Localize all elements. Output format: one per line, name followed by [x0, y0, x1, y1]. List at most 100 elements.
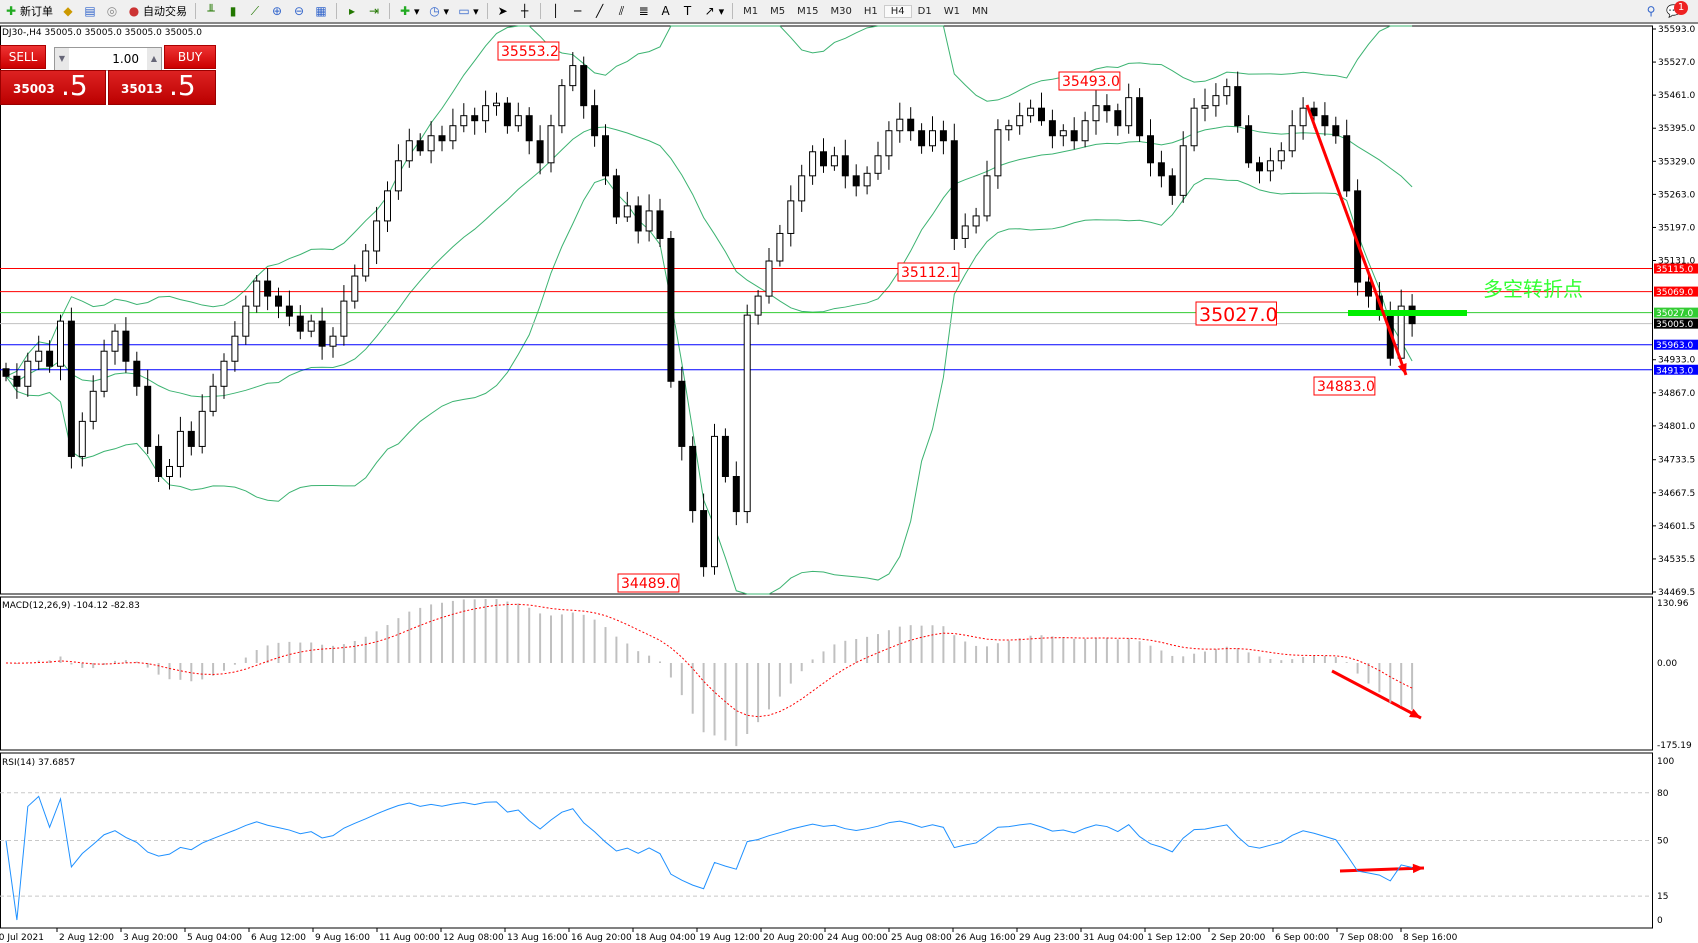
candle-chart-button[interactable]: ▮ — [222, 1, 244, 21]
auto-trading-icon: ● — [128, 4, 140, 18]
time-axis-label: 18 Aug 04:00 — [635, 933, 696, 943]
market-watch-button[interactable]: ◆ — [57, 1, 79, 21]
arrows-button[interactable]: ↗ ▾ — [704, 4, 725, 18]
vertical-line-button[interactable]: │ — [545, 1, 567, 21]
buy-price[interactable]: 35013.5 — [108, 69, 216, 105]
candle-bullish — [929, 130, 936, 147]
timeframe-mn[interactable]: MN — [971, 5, 989, 17]
candle-bullish — [460, 115, 468, 127]
auto-scroll-button[interactable]: ▸ — [341, 1, 363, 21]
periods-button[interactable]: ◷ ▾ — [429, 4, 450, 18]
candle-bearish — [667, 237, 675, 382]
candle-bullish — [1223, 86, 1231, 97]
clock-icon: ◷ — [429, 4, 440, 18]
time-axis-label: 30 Jul 2021 — [0, 933, 44, 943]
candle-bullish — [1125, 97, 1133, 127]
price-line-label: 34913.0 — [1656, 366, 1693, 376]
candle-bearish — [187, 430, 195, 447]
zoom-out-button[interactable]: ⊖ — [288, 1, 310, 21]
price-line-label-bg — [1654, 339, 1698, 350]
price-axis-label: 35131.0 — [1658, 257, 1695, 267]
crosshair-button[interactable]: ┼ — [514, 1, 536, 21]
divider — [336, 3, 337, 19]
search-button[interactable]: ⚲ — [1640, 1, 1662, 21]
macd-trend-arrow — [1331, 669, 1422, 720]
timeframe-m5[interactable]: M5 — [770, 5, 786, 17]
macd-signal-line — [5, 603, 1413, 718]
text-label-icon: T — [683, 4, 692, 18]
horizontal-line-button[interactable]: ─ — [567, 1, 589, 21]
rsi-axis-label: 50 — [1657, 837, 1669, 847]
candle-bullish — [896, 118, 904, 132]
candle-bearish — [1070, 130, 1078, 142]
channel-button[interactable]: ⫽ — [611, 1, 633, 21]
sell-button[interactable]: SELL — [0, 45, 46, 69]
notifications-button[interactable]: 💬 1 — [1662, 1, 1688, 21]
chart-shift-button[interactable]: ⇥ — [363, 1, 385, 21]
text-label-button[interactable]: T — [677, 1, 699, 21]
price-axis-label: 34601.5 — [1658, 522, 1695, 532]
zoom-in-button[interactable]: ⊕ — [266, 1, 288, 21]
candle-bullish — [863, 172, 871, 187]
candle-bullish — [209, 385, 217, 412]
templates-button[interactable]: ▭ ▾ — [458, 4, 479, 18]
candle-bearish — [1245, 125, 1253, 164]
auto-trading-button[interactable]: ● 自动交易 — [128, 4, 187, 18]
signals-button[interactable]: ◎ — [101, 1, 123, 21]
lot-decrease-button[interactable]: ▼ — [55, 48, 69, 70]
timeframe-h4[interactable]: H4 — [883, 4, 912, 18]
timeframe-d1[interactable]: D1 — [917, 5, 932, 17]
time-axis-label: 19 Aug 12:00 — [699, 933, 760, 943]
price-axis-label: 34535.5 — [1658, 555, 1695, 565]
candle-bearish — [1103, 105, 1111, 112]
candle-bullish — [558, 85, 566, 127]
macd-panel-frame — [0, 596, 1653, 751]
candle-bullish — [100, 350, 108, 392]
candle-bearish — [318, 320, 326, 347]
lot-increase-button[interactable]: ▲ — [147, 48, 161, 70]
timeframe-m30[interactable]: M30 — [830, 5, 852, 17]
pivot-level-label-box — [1195, 301, 1277, 326]
trendline-button[interactable]: ╱ — [589, 1, 611, 21]
signal-icon: ◎ — [106, 4, 118, 18]
time-axis-label: 13 Aug 16:00 — [507, 933, 568, 943]
timeframe-w1[interactable]: W1 — [943, 5, 960, 17]
sell-price[interactable]: 35003.5 — [0, 69, 106, 105]
time-axis-label: 26 Aug 16:00 — [955, 933, 1016, 943]
candle-bullish — [111, 330, 119, 352]
candle-bearish — [950, 140, 958, 239]
lot-size-input[interactable]: ▼ 1.00 ▲ — [54, 47, 162, 71]
candle-bullish — [754, 295, 762, 316]
trendline-icon: ╱ — [595, 4, 604, 18]
text-button[interactable]: A — [655, 1, 677, 21]
timeframe-m15[interactable]: M15 — [797, 5, 819, 17]
candle-bearish — [1038, 107, 1045, 122]
terminal-button[interactable]: ▤ — [79, 1, 101, 21]
candle-bullish — [1201, 105, 1209, 109]
tile-button[interactable]: ▦ — [310, 1, 332, 21]
fibonacci-button[interactable]: ≣ — [633, 1, 655, 21]
candle-bullish — [176, 430, 184, 467]
timeframe-m1[interactable]: M1 — [743, 5, 759, 17]
channel-icon: ⫽ — [618, 4, 625, 18]
timeframe-h1[interactable]: H1 — [863, 5, 878, 17]
line-chart-button[interactable]: ⟋ — [244, 1, 266, 21]
new-order-button[interactable]: ✚ 新订单 — [5, 4, 53, 18]
cursor-button[interactable]: ➤ — [492, 1, 514, 21]
indicators-button[interactable]: ✚ ▾ — [399, 4, 420, 18]
search-icon: ⚲ — [1646, 4, 1656, 18]
time-axis-label: 29 Aug 23:00 — [1019, 933, 1080, 943]
bar-chart-button[interactable]: ╨ — [200, 1, 222, 21]
price-axis-label: 35527.0 — [1658, 58, 1695, 68]
price-line-label: 35027.0 — [1656, 309, 1693, 319]
time-axis-label: 16 Aug 20:00 — [571, 933, 632, 943]
candle-bullish — [743, 314, 751, 513]
candle-bearish — [1147, 135, 1154, 164]
buy-button[interactable]: BUY — [164, 45, 216, 69]
candle-bearish — [1332, 125, 1340, 137]
high-label-1: 35553.2 — [501, 44, 559, 60]
bollinger-band-middle — [5, 125, 1413, 398]
candle-bearish — [1157, 162, 1165, 177]
candle-bullish — [362, 250, 370, 277]
